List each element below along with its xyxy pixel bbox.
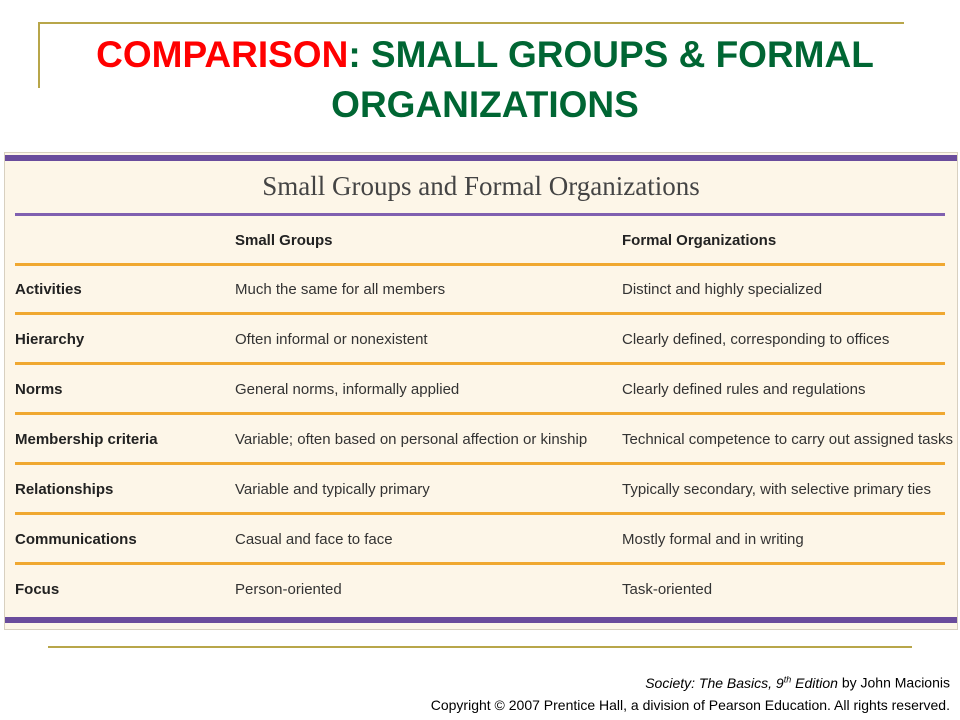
table-top-bar (5, 155, 957, 161)
edition-superscript: th (783, 674, 792, 684)
header-cell: Small Groups (235, 232, 333, 249)
top-border-line (38, 22, 904, 24)
row-divider (15, 362, 945, 365)
footer-rule (48, 646, 912, 648)
table-cell: Much the same for all members (235, 281, 446, 298)
row-divider (15, 263, 945, 266)
table-cell: Technical competence to carry out assign… (622, 431, 954, 448)
comparison-table: Small Groups and Formal Organizations Sm… (4, 152, 958, 630)
table-cell: Clearly defined, corresponding to office… (622, 331, 890, 348)
table-cell: Person-oriented (235, 581, 342, 598)
table-cell: Clearly defined rules and regulations (622, 381, 866, 398)
table-row: Membership criteria Variable; often base… (15, 417, 953, 465)
table-cell: Variable; often based on personal affect… (235, 431, 588, 448)
title-accent: COMPARISON (96, 34, 349, 75)
row-divider (15, 312, 945, 315)
table-cell: Variable and typically primary (235, 481, 430, 498)
table-header-row: Small Groups Formal Organizations (15, 218, 945, 266)
row-label: Communications (15, 531, 137, 548)
row-divider (15, 412, 945, 415)
table-cell: Task-oriented (622, 581, 713, 598)
table-row: Hierarchy Often informal or nonexistent … (15, 317, 945, 365)
row-divider (15, 462, 945, 465)
table-row: Communications Casual and face to face M… (15, 517, 945, 565)
table-cell: Casual and face to face (235, 531, 393, 548)
left-border-line (38, 22, 40, 88)
row-label: Norms (15, 381, 63, 398)
book-author: by John Macionis (837, 674, 950, 691)
row-label: Membership criteria (15, 431, 158, 448)
row-label: Relationships (15, 481, 114, 498)
table-cell: Often informal or nonexistent (235, 331, 428, 348)
table-cell: Typically secondary, with selective prim… (622, 481, 931, 498)
row-label: Hierarchy (15, 331, 85, 348)
book-title: Society: The Basics, 9 (645, 674, 784, 691)
table-bottom-bar (5, 617, 957, 623)
table-row: Focus Person-oriented Task-oriented (15, 567, 945, 615)
slide-title: COMPARISON: SMALL GROUPS & FORMAL ORGANI… (30, 30, 940, 130)
row-divider (15, 562, 945, 565)
copyright-notice: Copyright © 2007 Prentice Hall, a divisi… (430, 697, 950, 713)
title-rest: : SMALL GROUPS & FORMAL ORGANIZATIONS (331, 34, 874, 125)
book-credit: Society: The Basics, 9th Edition by John… (645, 674, 950, 691)
table-cell: Mostly formal and in writing (622, 531, 804, 548)
row-label: Focus (15, 581, 60, 598)
row-divider (15, 512, 945, 515)
header-cell: Formal Organizations (622, 232, 777, 249)
edition-word: Edition (791, 674, 838, 691)
table-title: Small Groups and Formal Organizations (262, 171, 700, 201)
table-cell: General norms, informally applied (235, 381, 460, 398)
table-title-rule (15, 213, 945, 216)
table-row: Relationships Variable and typically pri… (15, 467, 945, 515)
table-row: Norms General norms, informally applied … (15, 367, 945, 415)
table-cell: Distinct and highly specialized (622, 281, 823, 298)
row-label: Activities (15, 281, 82, 298)
table-row: Activities Much the same for all members… (15, 267, 945, 315)
